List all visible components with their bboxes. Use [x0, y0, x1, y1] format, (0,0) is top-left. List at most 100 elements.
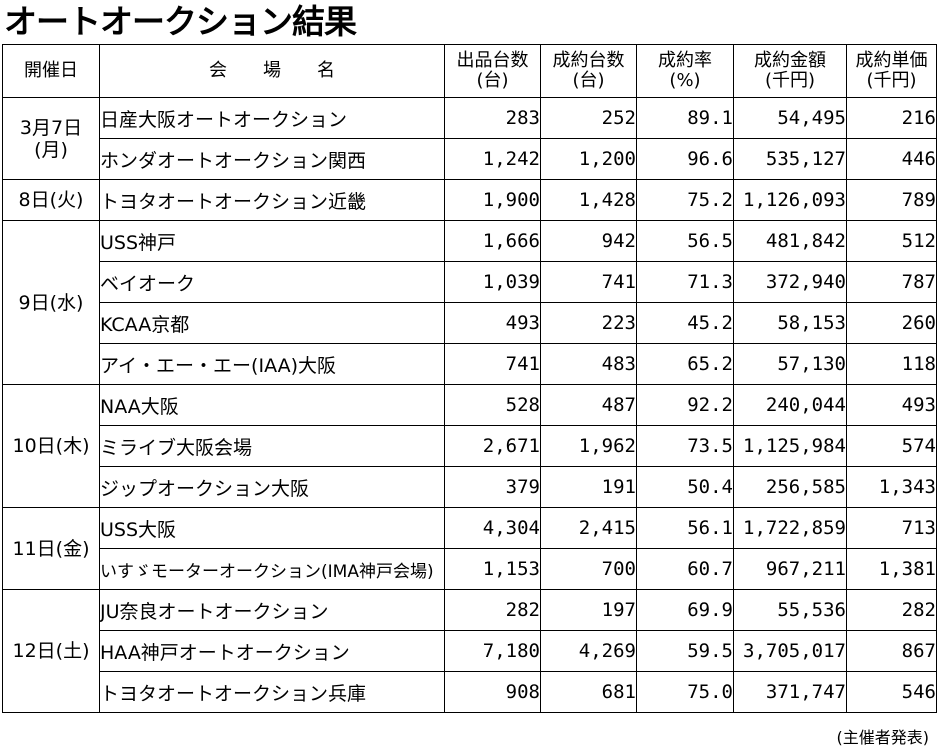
- header-rate-label: 成約率: [658, 50, 712, 71]
- rate-cell: 60.7: [636, 548, 734, 590]
- amount-cell: 54,495: [733, 97, 847, 139]
- sold-cell: 483: [540, 343, 637, 385]
- listed-cell: 1,242: [444, 138, 541, 180]
- rate-cell: 45.2: [636, 302, 734, 344]
- sold-cell: 252: [540, 97, 637, 139]
- unit-price-cell: 867: [846, 630, 937, 672]
- header-sold-unit: (台): [572, 70, 605, 91]
- rate-cell: 69.9: [636, 589, 734, 631]
- unit-price-cell: 118: [846, 343, 937, 385]
- venue-cell: ジップオークション大阪: [99, 466, 445, 508]
- header-row: 開催日 会場名 出品台数 (台) 成約台数 (台) 成約率 (%) 成約金額 (千円) …: [2, 44, 937, 98]
- venue-cell: NAA大阪: [99, 384, 445, 426]
- unit-price-cell: 789: [846, 179, 937, 221]
- rate-cell: 73.5: [636, 425, 734, 467]
- sold-cell: 1,428: [540, 179, 637, 221]
- auction-results-table: 開催日 会場名 出品台数 (台) 成約台数 (台) 成約率 (%) 成約金額 (千円) …: [2, 44, 937, 713]
- amount-cell: 371,747: [733, 671, 847, 713]
- header-amount-unit: (千円): [764, 70, 816, 91]
- header-listed-label: 出品台数: [456, 50, 529, 71]
- rate-cell: 56.1: [636, 507, 734, 549]
- table-row: 12日(土) JU奈良オートオークション 282 197 69.9 55,536 282: [2, 589, 937, 713]
- listed-cell: 1,039: [444, 261, 541, 303]
- amount-cell: 58,153: [733, 302, 847, 344]
- amount-cell: 256,585: [733, 466, 847, 508]
- unit-price-cell: 446: [846, 138, 937, 180]
- sold-cell: 191: [540, 466, 637, 508]
- venue-cell: USS神戸: [99, 220, 445, 262]
- venue-cell: ベイオーク: [99, 261, 445, 303]
- listed-cell: 493: [444, 302, 541, 344]
- sold-cell: 1,200: [540, 138, 637, 180]
- amount-cell: 1,126,093: [733, 179, 847, 221]
- rate-cell: 89.1: [636, 97, 734, 139]
- rate-cell: 75.0: [636, 671, 734, 713]
- date-line: 9日(水): [18, 291, 84, 314]
- source-note: (主催者発表): [836, 728, 930, 747]
- unit-price-cell: 512: [846, 220, 937, 262]
- listed-cell: 1,153: [444, 548, 541, 590]
- amount-cell: 3,705,017: [733, 630, 847, 672]
- table-row: ホンダオートオークション関西 1,242 1,200 96.6 535,127 446: [3, 138, 937, 180]
- header-sold-label: 成約台数: [552, 50, 625, 71]
- venue-cell: トヨタオートオークション近畿: [99, 179, 445, 221]
- table-row: ミライブ大阪会場 2,671 1,962 73.5 1,125,984 574: [3, 425, 937, 467]
- date-cell: 12日(土): [2, 589, 100, 713]
- header-rate: 成約率 (%): [636, 44, 734, 98]
- date-cell: 11日(金): [2, 507, 100, 590]
- sold-cell: 681: [540, 671, 637, 713]
- amount-cell: 535,127: [733, 138, 847, 180]
- venue-cell: ホンダオートオークション関西: [99, 138, 445, 180]
- sold-cell: 487: [540, 384, 637, 426]
- listed-cell: 741: [444, 343, 541, 385]
- header-amount-label: 成約金額: [754, 50, 826, 71]
- date-line: 12日(土): [12, 640, 90, 662]
- rate-cell: 92.2: [636, 384, 734, 426]
- unit-price-cell: 546: [846, 671, 937, 713]
- sold-cell: 4,269: [540, 630, 637, 672]
- header-unit-price: 成約単価 (千円): [846, 44, 937, 98]
- unit-price-cell: 216: [846, 97, 937, 139]
- listed-cell: 1,900: [444, 179, 541, 221]
- unit-price-cell: 282: [846, 589, 937, 631]
- table-row: ベイオーク 1,039 741 71.3 372,940 787: [3, 261, 937, 303]
- listed-cell: 2,671: [444, 425, 541, 467]
- rate-cell: 50.4: [636, 466, 734, 508]
- header-listed: 出品台数 (台): [444, 44, 541, 98]
- sold-cell: 700: [540, 548, 637, 590]
- unit-price-cell: 493: [846, 384, 937, 426]
- date-cell: 10日(木): [2, 384, 100, 508]
- amount-cell: 1,125,984: [733, 425, 847, 467]
- table-row: 9日(水) USS神戸 1,666 942 56.5 481,842 512: [2, 220, 937, 385]
- table-row: 8日(火) トヨタオートオークション近畿 1,900 1,428 75.2 1,126,0…: [2, 179, 937, 221]
- table-row: 3月7日 (月) 日産大阪オートオークション 283 252 89.1 54,495 216: [2, 97, 937, 180]
- amount-cell: 240,044: [733, 384, 847, 426]
- header-sold: 成約台数 (台): [540, 44, 637, 98]
- unit-price-cell: 787: [846, 261, 937, 303]
- unit-price-cell: 260: [846, 302, 937, 344]
- page-title: オートオークション結果: [4, 2, 357, 41]
- unit-price-cell: 574: [846, 425, 937, 467]
- table-row: アイ・エー・エー(IAA)大阪 741 483 65.2 57,130 118: [3, 343, 937, 385]
- venue-cell: JU奈良オートオークション: [99, 589, 445, 631]
- sold-cell: 942: [540, 220, 637, 262]
- rate-cell: 71.3: [636, 261, 734, 303]
- venue-cell: いすゞモーターオークション(IMA神戸会場): [99, 548, 445, 590]
- sold-cell: 223: [540, 302, 637, 344]
- sold-cell: 1,962: [540, 425, 637, 467]
- date-line: 8日(火): [18, 189, 84, 211]
- date-cell: 3月7日 (月): [2, 97, 100, 180]
- venue-cell: HAA神戸オートオークション: [99, 630, 445, 672]
- unit-price-cell: 1,343: [846, 466, 937, 508]
- header-unit-price-unit: (千円): [866, 70, 917, 91]
- venue-cell: KCAA京都: [99, 302, 445, 344]
- header-venue-label: 会場名: [209, 60, 371, 81]
- header-listed-unit: (台): [476, 70, 509, 91]
- table-row: HAA神戸オートオークション 7,180 4,269 59.5 3,705,017 867: [3, 630, 937, 672]
- results-body: 3月7日 (月) 日産大阪オートオークション 283 252 89.1 54,495 216 ホ…: [2, 97, 937, 713]
- date-line: 10日(木): [12, 435, 90, 457]
- venue-cell: 日産大阪オートオークション: [99, 97, 445, 139]
- unit-price-cell: 1,381: [846, 548, 937, 590]
- amount-cell: 57,130: [733, 343, 847, 385]
- listed-cell: 4,304: [444, 507, 541, 549]
